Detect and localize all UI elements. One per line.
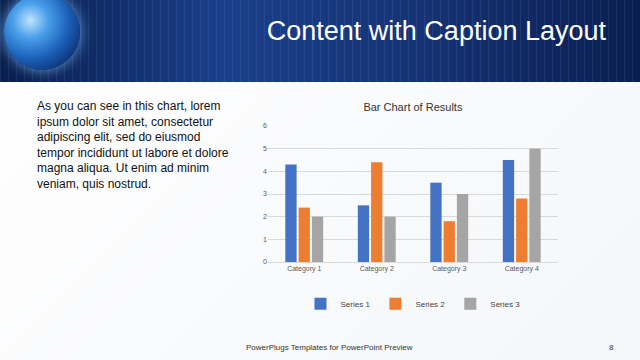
svg-text:4: 4	[263, 168, 267, 175]
html-text:PowerPlugs Templates for Power: PowerPlugs Templates for PowerPoint Prev…	[246, 343, 413, 352]
svg-text:Series 3: Series 3	[490, 300, 520, 309]
svg-text:Category 1: Category 1	[287, 265, 321, 273]
html-text:As you can see in this chart,: As you can see in this chart, lorem ipsu…	[37, 99, 229, 191]
svg-text:Category 3: Category 3	[432, 265, 466, 273]
svg-text:Series 2: Series 2	[415, 300, 445, 309]
svg-text:Bar Chart of Results: Bar Chart of Results	[363, 101, 463, 113]
svg-text:6: 6	[263, 122, 267, 129]
html-text:Content with Caption Layout: Content with Caption Layout	[266, 16, 606, 46]
svg-text:Category 4: Category 4	[505, 265, 539, 273]
svg-text:Category 2: Category 2	[360, 265, 394, 273]
html-text:8: 8	[609, 343, 614, 352]
svg-text:2: 2	[263, 213, 267, 220]
svg-text:1: 1	[263, 236, 267, 243]
svg-text:3: 3	[263, 190, 267, 197]
svg-text:Series 1: Series 1	[341, 300, 371, 309]
svg-text:5: 5	[263, 145, 267, 152]
svg-text:0: 0	[263, 258, 267, 265]
